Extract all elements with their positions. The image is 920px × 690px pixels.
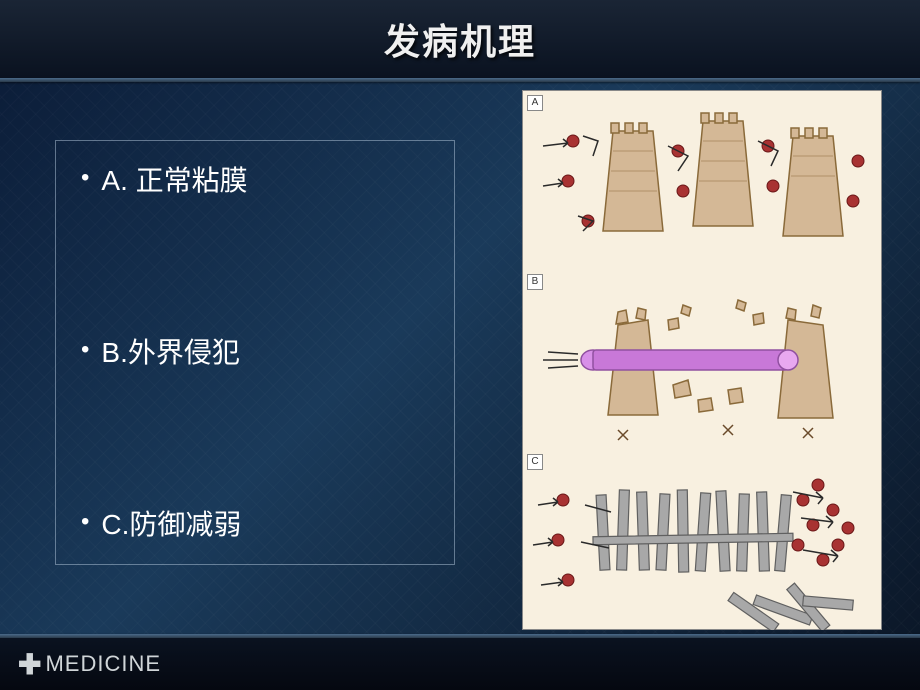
plus-icon: ✚ [18,648,41,681]
list-item-label: C.防御减弱 [101,505,241,544]
bullet-icon: • [81,505,89,539]
list-item: • B.外界侵犯 [81,333,429,372]
section-label: C [527,454,543,470]
slide-container: 发病机理 • A. 正常粘膜 • B.外界侵犯 • C.防御减弱 A [0,0,920,690]
castle-breached-svg [523,270,883,450]
diagram-section-c: C [523,450,881,629]
content-list-box: • A. 正常粘膜 • B.外界侵犯 • C.防御减弱 [55,140,455,565]
diagram-panel: A [522,90,882,630]
list-item-label: B.外界侵犯 [101,333,239,372]
section-label: A [527,95,543,111]
list-item-label: A. 正常粘膜 [101,161,247,200]
list-item: • C.防御减弱 [81,505,429,544]
diagram-section-b: B [523,270,881,449]
castle-intact-svg [523,91,883,271]
slide-title: 发病机理 [384,13,536,65]
bullet-icon: • [81,161,89,195]
section-label: B [527,274,543,290]
title-bar: 发病机理 [0,0,920,78]
logo-text: MEDICINE [45,651,161,677]
diagram-section-a: A [523,91,881,270]
fence-weak-svg [523,450,883,630]
divider-top [0,78,920,82]
medicine-logo: ✚ MEDICINE [18,648,161,681]
list-item: • A. 正常粘膜 [81,161,429,200]
footer-bar: ✚ MEDICINE [0,638,920,690]
bullet-icon: • [81,333,89,367]
